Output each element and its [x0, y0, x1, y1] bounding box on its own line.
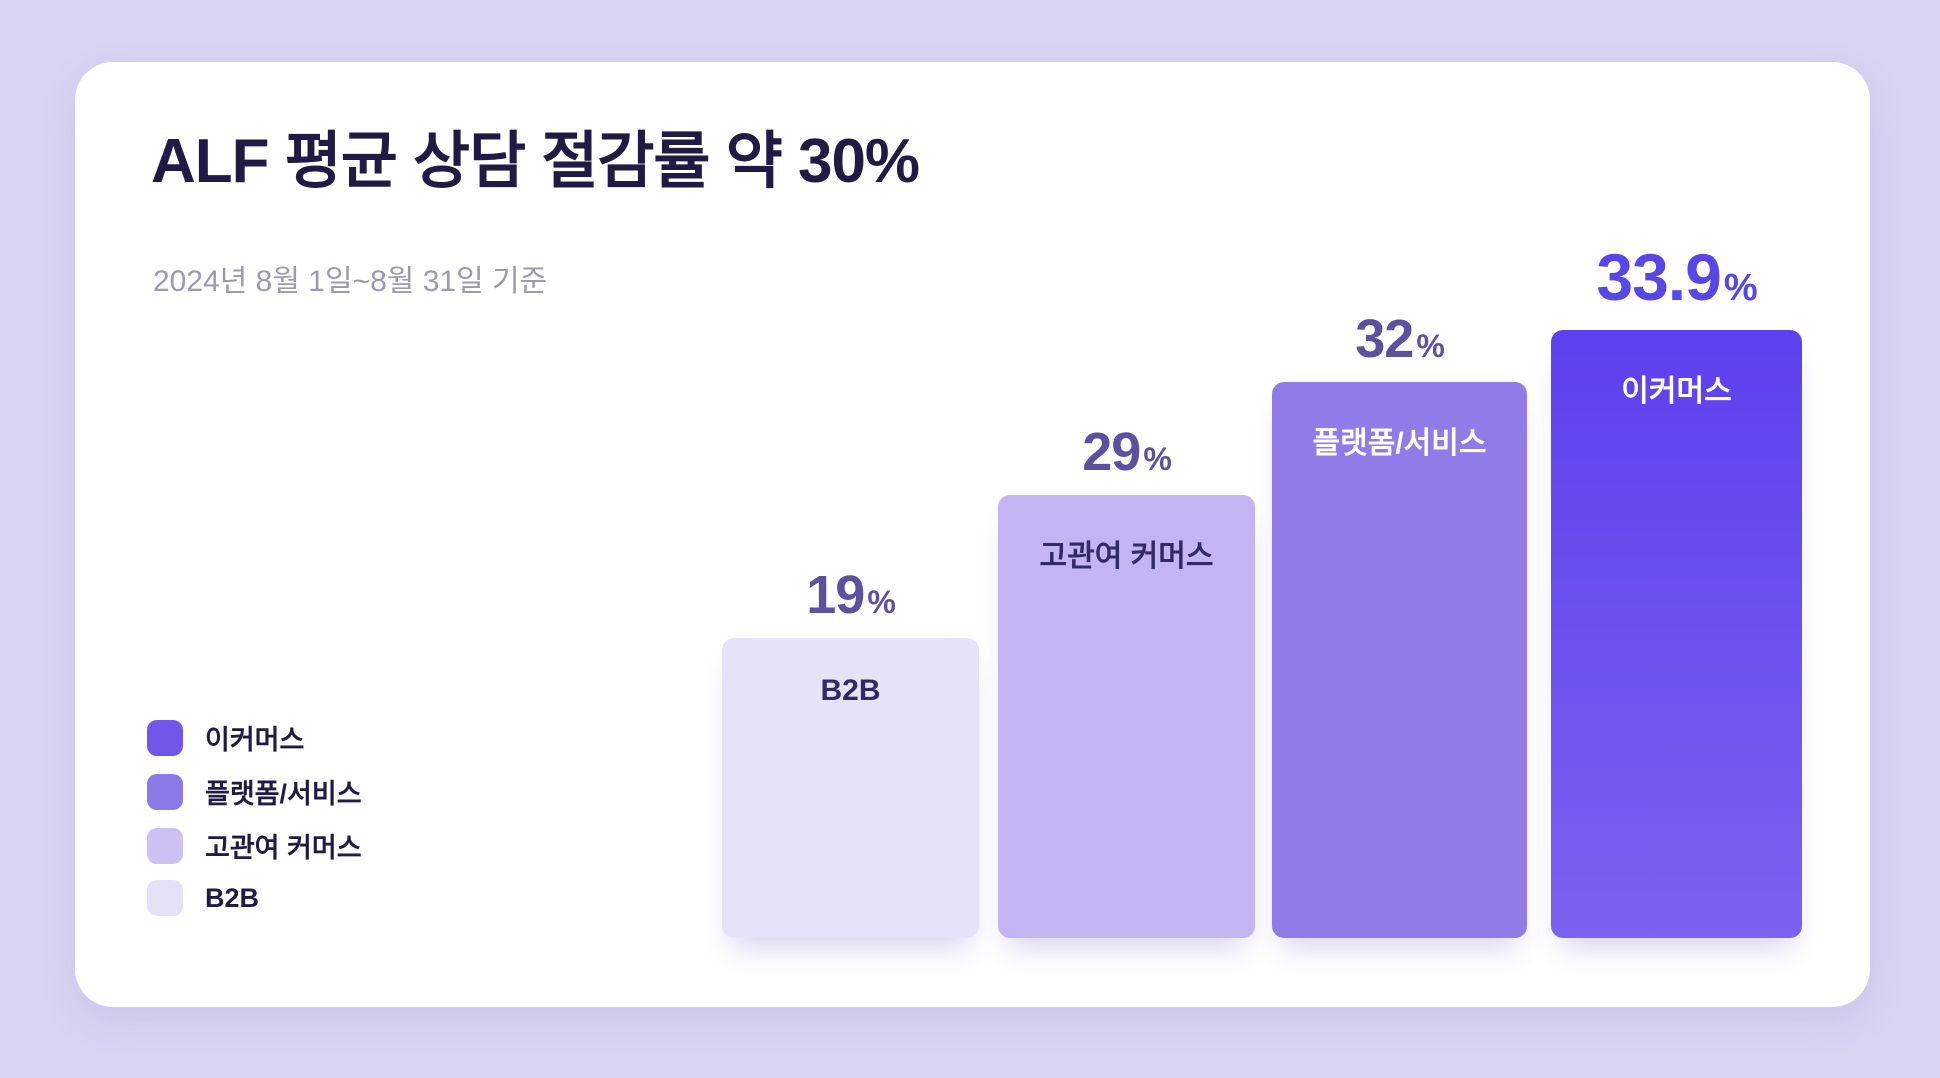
bar-value-number-platform-service: 32 [1355, 309, 1414, 369]
legend-label-b2b: B2B [205, 882, 260, 913]
chart-subtitle: 2024년 8월 1일~8월 31일 기준 [153, 265, 548, 298]
legend-item-high-involvement-commerce: 고관여 커머스 [147, 826, 362, 865]
bar-value-label-b2b: 19% [806, 565, 896, 625]
legend-swatch-b2b [147, 880, 183, 916]
bar-value-label-ecommerce: 33.9% [1596, 244, 1758, 310]
bar-value-label-platform-service: 32% [1355, 309, 1445, 369]
bar-category-label-ecommerce: 이커머스 [1621, 375, 1732, 408]
legend-item-platform-service: 플랫폼/서비스 [147, 772, 362, 811]
percent-unit: % [1723, 267, 1758, 309]
bar-group-platform-service: 32% 플랫폼/서비스 [1272, 312, 1527, 938]
legend-item-b2b: B2B [147, 880, 362, 916]
percent-unit: % [867, 584, 895, 620]
legend-swatch-platform-service [147, 773, 183, 810]
chart-legend: 이커머스 플랫폼/서비스 고관여 커머스 B2B [147, 718, 362, 916]
bar-value-number-b2b: 19 [806, 565, 865, 625]
bar-chart: 19% B2B 29% 고관여 커머스 32% 플랫폼/서비스 33. [75, 62, 1870, 1007]
bar-category-label-b2b: B2B [820, 674, 881, 707]
legend-label-high-involvement-commerce: 고관여 커머스 [205, 833, 362, 863]
bar-value-label-high-involvement-commerce: 29% [1082, 422, 1172, 482]
legend-label-ecommerce: 이커머스 [205, 725, 305, 755]
legend-swatch-ecommerce [147, 719, 183, 756]
bar-high-involvement-commerce: 고관여 커머스 [998, 495, 1255, 938]
legend-swatch-high-involvement-commerce [147, 827, 183, 864]
chart-card: ALF 평균 상담 절감률 약 30% 2024년 8월 1일~8월 31일 기… [75, 62, 1870, 1007]
bar-value-number-high-involvement-commerce: 29 [1082, 422, 1141, 482]
bar-platform-service: 플랫폼/서비스 [1272, 382, 1527, 938]
bar-category-label-high-involvement-commerce: 고관여 커머스 [1039, 540, 1214, 573]
legend-item-ecommerce: 이커머스 [147, 718, 362, 757]
legend-label-platform-service: 플랫폼/서비스 [205, 779, 362, 809]
percent-unit: % [1416, 328, 1444, 364]
bar-group-ecommerce: 33.9% 이커머스 [1551, 244, 1802, 938]
chart-title: ALF 평균 상담 절감률 약 30% [151, 127, 920, 196]
bar-ecommerce: 이커머스 [1551, 330, 1802, 938]
bar-value-number-ecommerce: 33.9 [1596, 240, 1721, 314]
percent-unit: % [1143, 441, 1171, 477]
bar-category-label-platform-service: 플랫폼/서비스 [1312, 427, 1487, 460]
bar-group-high-involvement-commerce: 29% 고관여 커머스 [998, 425, 1255, 938]
bar-b2b: B2B [722, 638, 979, 938]
bar-group-b2b: 19% B2B [722, 568, 979, 938]
